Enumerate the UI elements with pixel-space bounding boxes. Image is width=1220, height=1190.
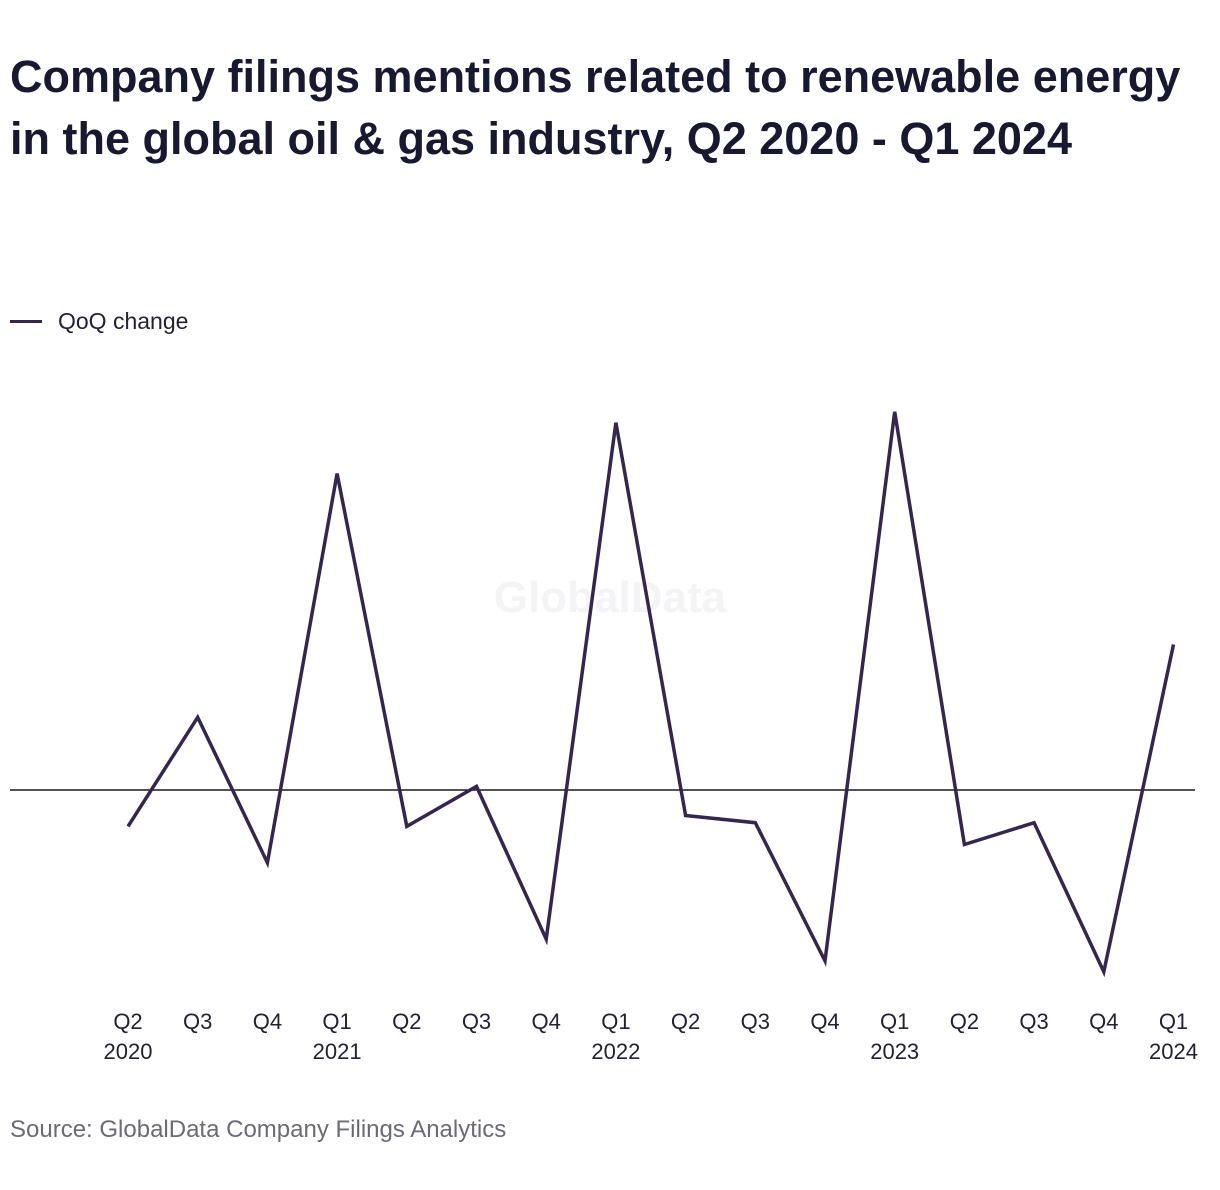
data-point-12[interactable]	[961, 842, 967, 848]
data-point-1[interactable]	[195, 714, 201, 720]
data-point-14[interactable]	[1101, 969, 1107, 975]
data-point-11[interactable]	[892, 409, 898, 415]
legend-label-qoq-change: QoQ change	[58, 307, 189, 334]
watermark: GlobalData	[494, 573, 727, 622]
x-tick-quarter-10: Q4	[810, 1009, 839, 1034]
data-point-8[interactable]	[683, 812, 689, 818]
x-tick-quarter-0: Q2	[113, 1009, 142, 1034]
x-tick-quarter-6: Q4	[532, 1009, 561, 1034]
data-point-6[interactable]	[543, 936, 549, 942]
x-tick-quarter-2: Q4	[253, 1009, 282, 1034]
data-point-7[interactable]	[613, 420, 619, 426]
x-tick-quarter-12: Q2	[950, 1009, 979, 1034]
chart-legend: QoQ change	[10, 306, 188, 336]
data-point-4[interactable]	[404, 823, 410, 829]
x-tick-quarter-13: Q3	[1019, 1009, 1048, 1034]
data-point-13[interactable]	[1031, 820, 1037, 826]
data-point-3[interactable]	[334, 471, 340, 477]
x-tick-quarter-4: Q2	[392, 1009, 421, 1034]
x-tick-quarter-9: Q3	[741, 1009, 770, 1034]
x-tick-year-15: 2024	[1149, 1039, 1198, 1064]
data-point-10[interactable]	[822, 958, 828, 964]
x-tick-quarter-1: Q3	[183, 1009, 212, 1034]
data-point-5[interactable]	[474, 783, 480, 789]
data-point-2[interactable]	[264, 860, 270, 866]
x-tick-quarter-11: Q1	[880, 1009, 909, 1034]
x-tick-year-11: 2023	[870, 1039, 919, 1064]
data-point-15[interactable]	[1171, 642, 1177, 648]
x-tick-quarter-15: Q1	[1159, 1009, 1188, 1034]
data-point-9[interactable]	[752, 820, 758, 826]
x-tick-year-0: 2020	[104, 1039, 153, 1064]
x-tick-year-3: 2021	[313, 1039, 362, 1064]
source-note: Source: GlobalData Company Filings Analy…	[10, 1116, 507, 1143]
legend-swatch-qoq-change	[10, 319, 42, 323]
x-tick-year-7: 2022	[591, 1039, 640, 1064]
chart-title: Company filings mentions related to rene…	[10, 51, 1181, 164]
x-tick-quarter-14: Q4	[1089, 1009, 1118, 1034]
x-tick-quarter-3: Q1	[322, 1009, 351, 1034]
series-line-qoq-change	[126, 411, 1176, 978]
x-tick-quarter-7: Q1	[601, 1009, 630, 1034]
x-tick-quarter-5: Q3	[462, 1009, 491, 1034]
x-tick-quarter-8: Q2	[671, 1009, 700, 1034]
data-point-0[interactable]	[125, 823, 131, 829]
